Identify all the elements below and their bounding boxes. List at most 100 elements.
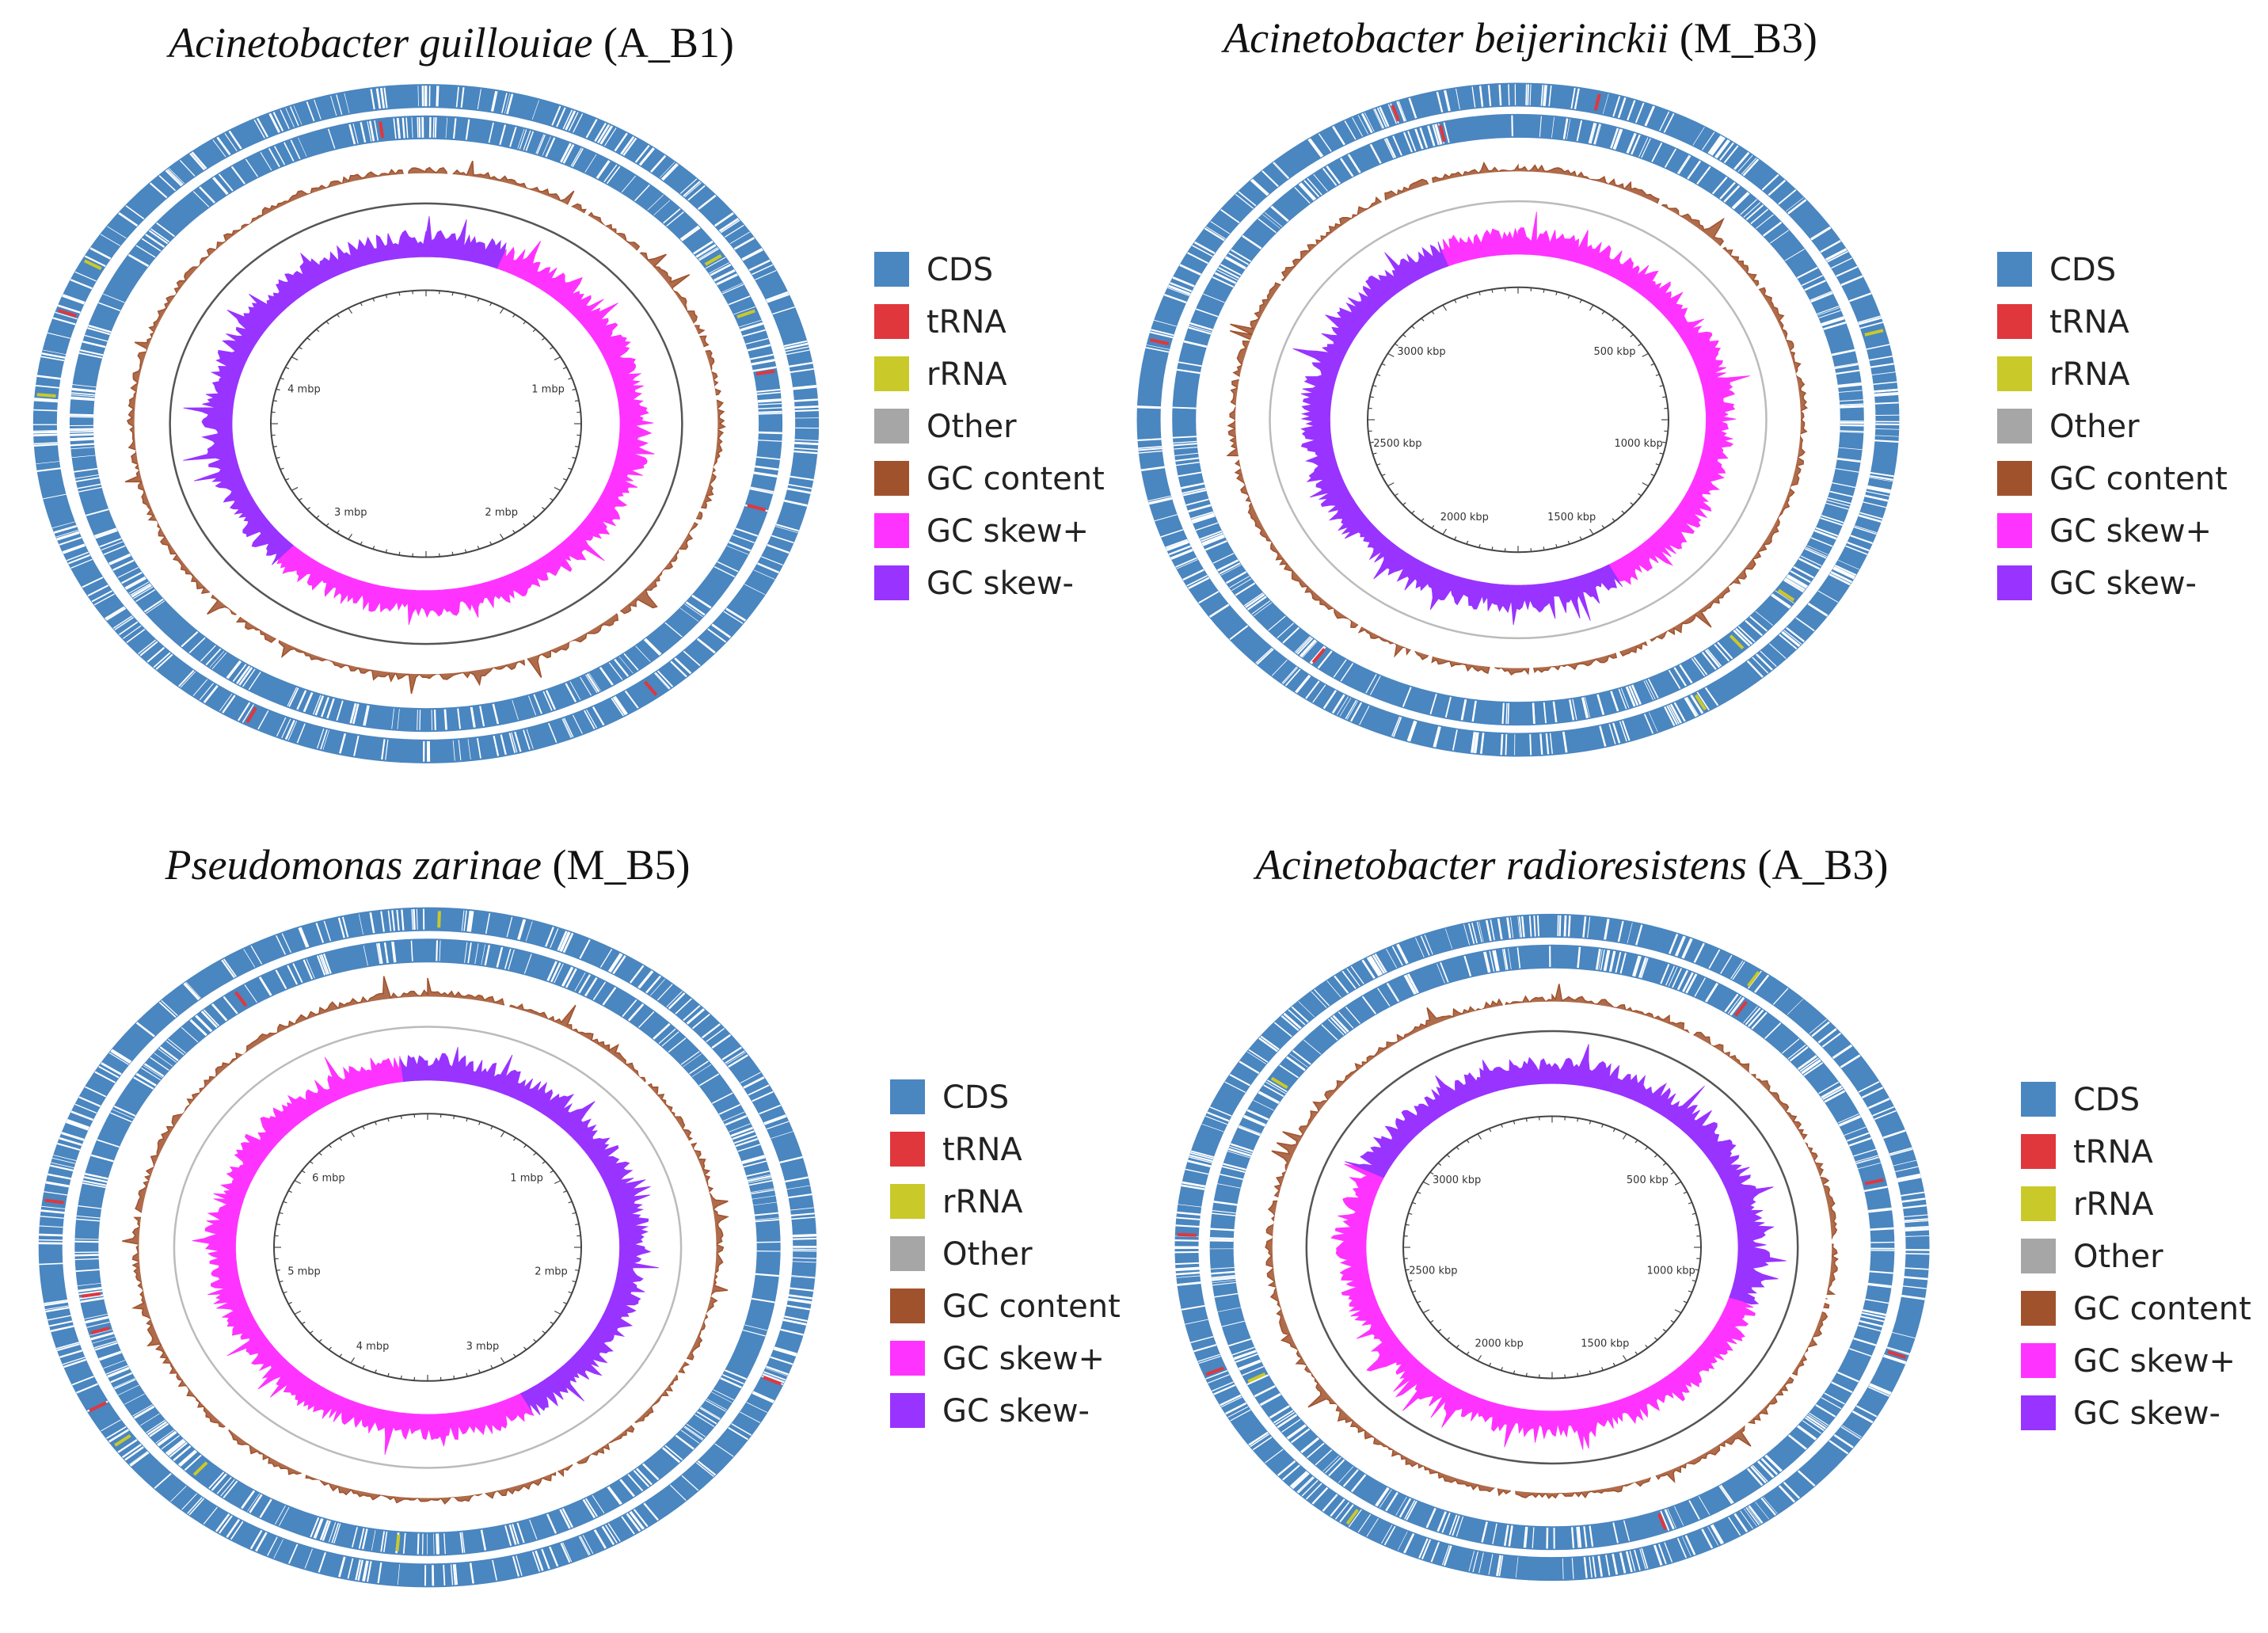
legend-swatch-gc_content (2021, 1291, 2056, 1326)
strain-id: (A_B1) (603, 19, 734, 67)
panel-title: Acinetobacter radioresistens (A_B3) (1254, 841, 1889, 889)
panel-title: Acinetobacter beijerinckii (M_B3) (1221, 14, 1817, 62)
scale-tick-label: 4 mbp (287, 383, 321, 395)
legend-label-rrna: rRNA (927, 356, 1007, 393)
legend-swatch-cds (2021, 1082, 2056, 1117)
cds-track (74, 938, 781, 1556)
legend-label-other: Other (2049, 409, 2140, 445)
scale-tick-label: 1500 kbp (1547, 512, 1596, 523)
scale-ticks (1368, 287, 1669, 553)
legend-label-gc_skew_neg: GC skew- (942, 1393, 1090, 1429)
rrna-mark (704, 253, 722, 266)
legend-swatch-trna (890, 1132, 925, 1167)
legend-swatch-other (890, 1236, 925, 1271)
gc-skew-positive (1440, 227, 1519, 267)
legend: CDS tRNA rRNA Other GC content GC skew+ GC ske… (874, 252, 1105, 602)
track-separator-ring (169, 202, 683, 645)
legend-swatch-rrna (2021, 1186, 2056, 1221)
trna-mark (81, 1292, 101, 1298)
cds-track (69, 115, 783, 733)
cds-track (1209, 944, 1895, 1551)
legend-swatch-gc_skew_neg (874, 565, 909, 600)
scale-tick-label: 1000 kbp (1647, 1266, 1695, 1277)
legend-label-gc_content: GC content (2049, 461, 2228, 497)
trna-mark (1150, 338, 1170, 346)
legend-swatch-rrna (890, 1184, 925, 1219)
legend-swatch-other (1997, 409, 2032, 443)
legend-swatch-gc_content (874, 461, 909, 496)
gc-skew-track (1330, 1044, 1787, 1450)
legend-label-rrna: rRNA (942, 1184, 1023, 1220)
rna-features (1177, 971, 1907, 1531)
trna-mark (1311, 648, 1326, 664)
legend: CDS tRNA rRNA Other GC content GC skew+ GC ske… (890, 1079, 1121, 1429)
trna-mark (1657, 1513, 1667, 1531)
legend-label-cds: CDS (2049, 252, 2116, 288)
rrna-mark (114, 1434, 131, 1447)
legend-label-gc_skew_pos: GC skew+ (2049, 513, 2212, 550)
scale-tick-label: 500 kbp (1627, 1174, 1669, 1186)
circular-genome-map: 500 kbp 1000 kbp 1500 kbp 2000 kbp 2500 kbp 3… (1136, 82, 1900, 757)
strain-id: (A_B3) (1757, 841, 1888, 889)
genome-map-panel-a-b1: Acinetobacter guillouiae (A_B1) 1 mbp 2 m… (32, 19, 1105, 763)
scale-tick-label: 500 kbp (1593, 346, 1635, 358)
scale-tick-label: 3000 kbp (1433, 1174, 1481, 1186)
legend-swatch-gc_skew_neg (2021, 1395, 2056, 1430)
scale-ticks (274, 1113, 581, 1381)
legend-swatch-trna (874, 304, 909, 339)
trna-mark (1205, 1366, 1224, 1376)
trna-mark (1391, 105, 1401, 122)
legend-label-rrna: rRNA (2049, 356, 2130, 393)
trna-mark (1438, 124, 1446, 143)
trna-mark (755, 369, 775, 376)
scale-tick-label: 2 mbp (485, 507, 518, 519)
scale-tick-label: 1000 kbp (1614, 438, 1662, 450)
legend-label-trna: tRNA (927, 304, 1007, 341)
scale-tick-label: 6 mbp (312, 1173, 345, 1185)
scale-tick-label: 3 mbp (466, 1341, 500, 1353)
scale-tick-label: 2000 kbp (1440, 512, 1489, 523)
rrna-mark (36, 393, 56, 398)
legend-label-trna: tRNA (2073, 1134, 2153, 1171)
legend-label-gc_skew_neg: GC skew- (2049, 565, 2197, 602)
genome-map-panel-m-b5: Pseudomonas zarinae (M_B5) 1 mbp 2 mbp 3 m… (38, 841, 1121, 1588)
trna-mark (44, 1198, 64, 1205)
rrna-mark (736, 309, 755, 319)
rna-features (36, 121, 775, 724)
legend-label-cds: CDS (2073, 1082, 2140, 1118)
legend-label-gc_content: GC content (2073, 1291, 2251, 1327)
legend-swatch-other (2021, 1239, 2056, 1273)
scale-tick-label: 1 mbp (510, 1173, 543, 1185)
cds-gene-gaps (1174, 915, 1930, 1580)
legend: CDS tRNA rRNA Other GC content GC skew+ GC ske… (1997, 252, 2228, 602)
rrna-mark (83, 259, 102, 271)
gc-skew-negative (183, 230, 427, 565)
cds-track (1172, 113, 1864, 726)
species-name: Acinetobacter beijerinckii (1221, 14, 1669, 62)
legend-swatch-gc_content (890, 1289, 925, 1323)
rna-features (44, 911, 782, 1551)
legend-label-cds: CDS (942, 1079, 1009, 1116)
legend-label-rrna: rRNA (2073, 1186, 2154, 1223)
scale-tick-label: 4 mbp (356, 1341, 390, 1353)
legend-label-trna: tRNA (2049, 304, 2129, 341)
scale-tick-label: 3000 kbp (1397, 346, 1445, 358)
genome-map-panel-m-b3: Acinetobacter beijerinckii (M_B3) 500 kb… (1136, 14, 2228, 757)
legend-swatch-cds (874, 252, 909, 287)
species-name: Acinetobacter radioresistens (1254, 841, 1747, 889)
strain-id: (M_B3) (1680, 14, 1817, 62)
legend-swatch-trna (1997, 304, 2032, 339)
gc-skew-track (192, 1046, 659, 1456)
legend-swatch-rrna (874, 356, 909, 391)
cds-gene-gaps (1136, 84, 1900, 756)
rrna-mark (1777, 588, 1795, 602)
trna-mark (234, 991, 248, 1007)
scale-tick-label: 1 mbp (531, 383, 565, 395)
trna-mark (1734, 1000, 1748, 1017)
scale-ticks (1403, 1116, 1701, 1379)
scale-tick-label: 2000 kbp (1475, 1338, 1524, 1350)
trna-mark (1864, 1178, 1884, 1186)
legend-label-trna: tRNA (942, 1132, 1022, 1168)
trna-mark (747, 504, 767, 512)
